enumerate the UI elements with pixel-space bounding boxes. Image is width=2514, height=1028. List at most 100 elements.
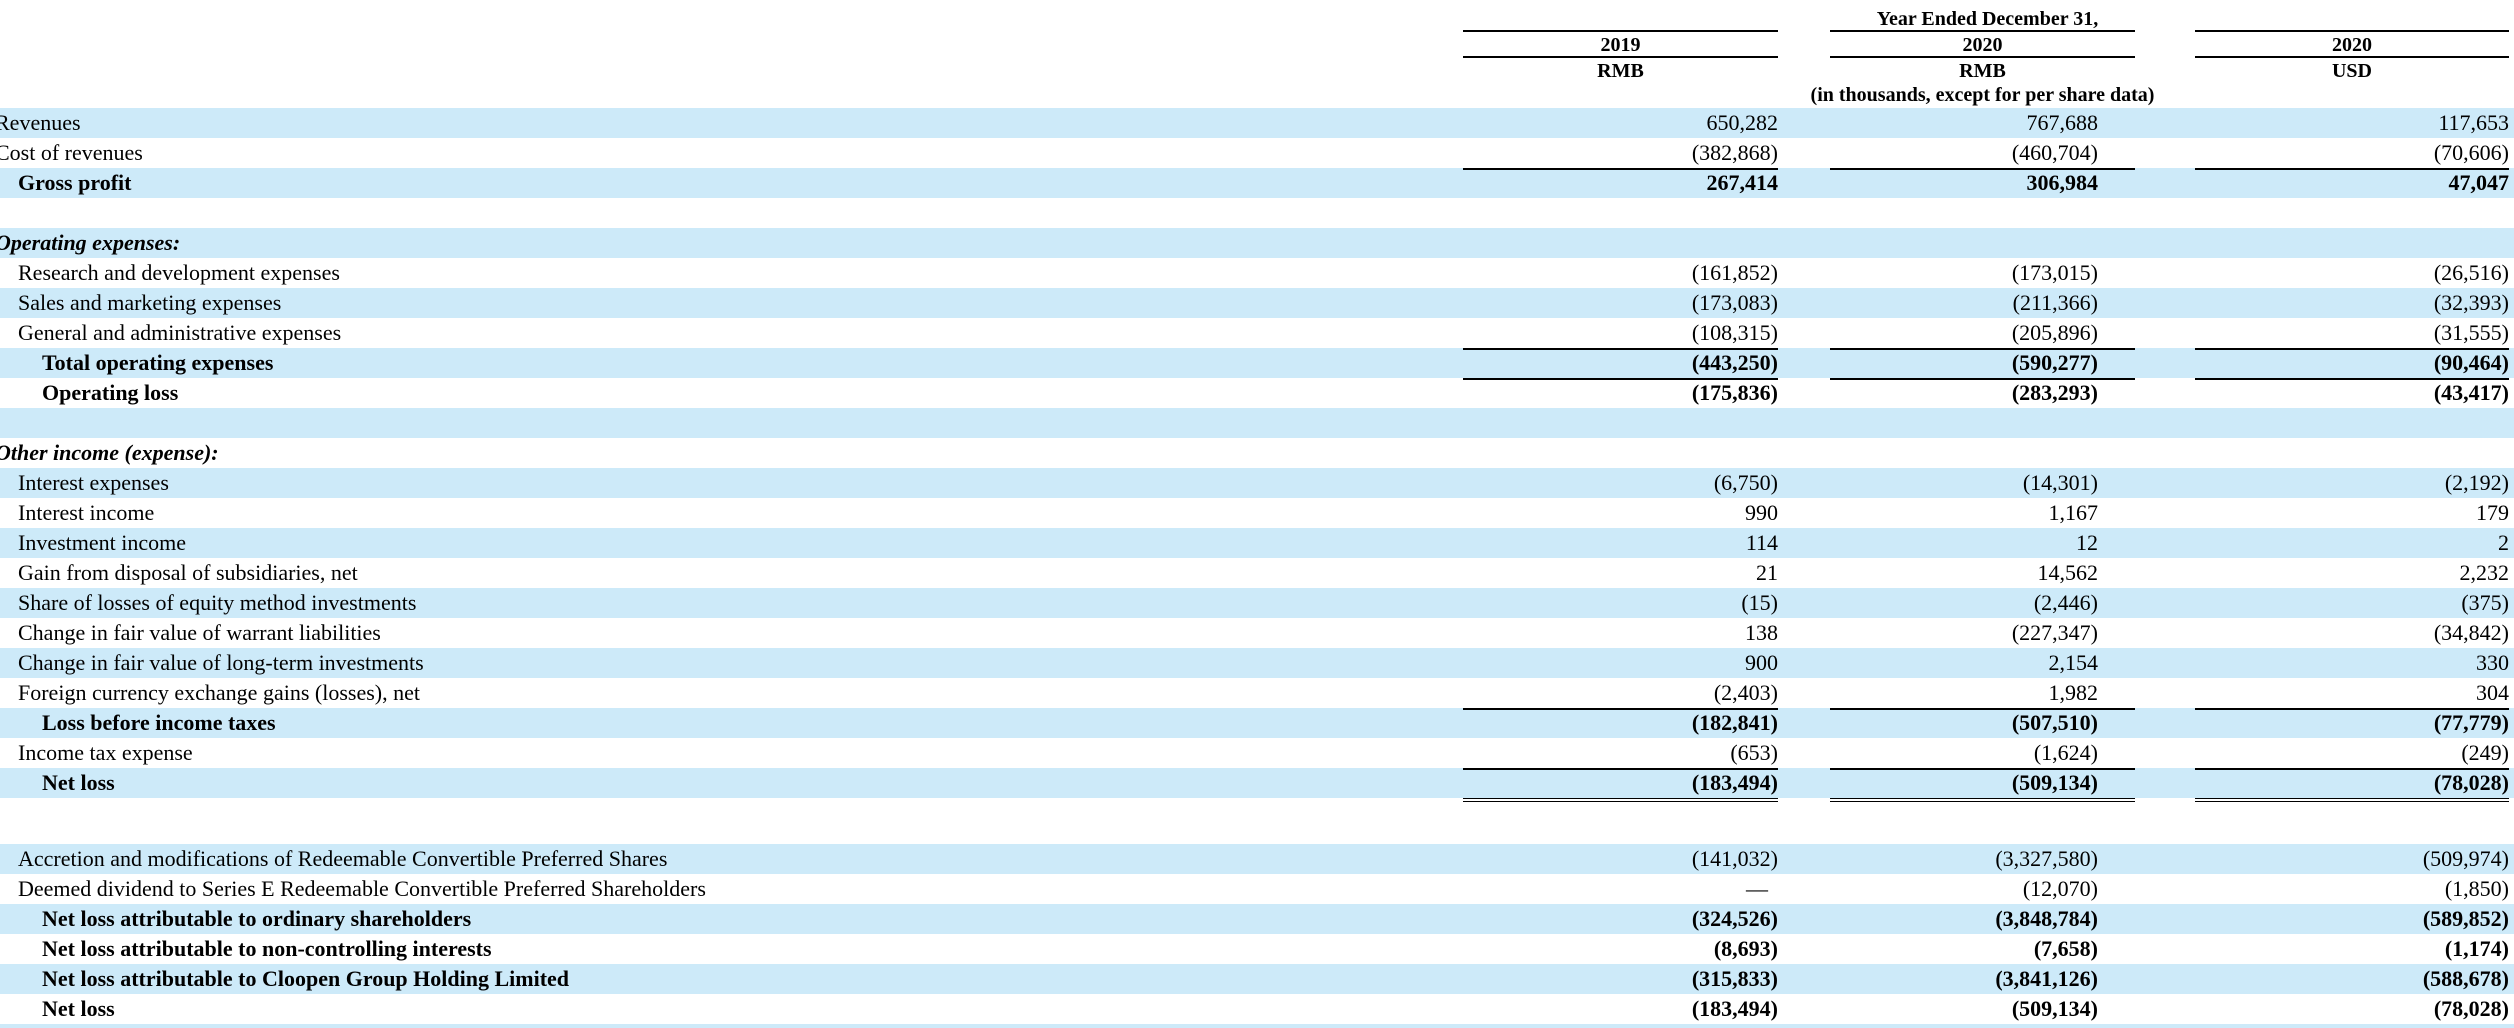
row-label: Net loss attributable to ordinary shareh… bbox=[42, 906, 472, 931]
row-label: Change in fair value of long-term invest… bbox=[18, 650, 424, 675]
value-2019-rmb: (324,526) bbox=[1691, 906, 1778, 931]
row-label: Accretion and modifications of Redeemabl… bbox=[18, 846, 668, 871]
value-2019-rmb: (173,083) bbox=[1691, 290, 1778, 315]
row-label: Net loss attributable to Cloopen Group H… bbox=[42, 966, 570, 991]
value-2020-rmb: (7,658) bbox=[2033, 936, 2098, 961]
value-2019-rmb: 138 bbox=[1745, 620, 1778, 645]
subtotal-rule bbox=[1830, 768, 2135, 770]
value-2020-usd: (90,464) bbox=[2433, 350, 2509, 375]
spacer-row bbox=[0, 1024, 2514, 1028]
row-label: Cost of revenues bbox=[0, 140, 143, 165]
value-2020-rmb: 12 bbox=[2076, 530, 2098, 555]
row-label: Gain from disposal of subsidiaries, net bbox=[18, 560, 358, 585]
value-2020-usd: (2,192) bbox=[2444, 470, 2509, 495]
row-gross-profit: Gross profit 267,414 306,984 47,047 bbox=[0, 168, 2514, 198]
value-2019-rmb: (161,852) bbox=[1691, 260, 1778, 285]
subtotal-rule bbox=[1830, 378, 2135, 380]
value-2020-rmb: 1,982 bbox=[2048, 680, 2099, 705]
value-2020-usd: (70,606) bbox=[2433, 140, 2509, 165]
value-2019-rmb: (15) bbox=[1741, 590, 1778, 615]
spacer-row bbox=[0, 806, 2514, 844]
row-interest-income: Interest income 990 1,167 179 bbox=[0, 498, 2514, 528]
row-label: Foreign currency exchange gains (losses)… bbox=[18, 680, 420, 705]
row-label: Research and development expenses bbox=[18, 260, 340, 285]
row-label: General and administrative expenses bbox=[18, 320, 342, 345]
subtotal-rule bbox=[2195, 348, 2509, 350]
section-heading: Other income (expense): bbox=[0, 440, 219, 465]
subtotal-rule bbox=[2195, 708, 2509, 710]
spacer-row bbox=[0, 408, 2514, 438]
row-net-loss-ordinary: Net loss attributable to ordinary shareh… bbox=[0, 904, 2514, 934]
year-rule-col3 bbox=[2195, 56, 2509, 58]
value-2020-rmb: (173,015) bbox=[2011, 260, 2098, 285]
row-label: Sales and marketing expenses bbox=[18, 290, 282, 315]
row-net-loss-final: Net loss (183,494) (509,134) (78,028) bbox=[0, 994, 2514, 1024]
value-2020-usd: (31,555) bbox=[2433, 320, 2509, 345]
value-2020-rmb: (1,624) bbox=[2033, 740, 2098, 765]
value-2019-rmb: 267,414 bbox=[1706, 170, 1779, 195]
value-2020-usd: (1,174) bbox=[2444, 936, 2509, 961]
value-2019-rmb: (183,494) bbox=[1691, 770, 1778, 795]
row-label: Interest income bbox=[18, 500, 155, 525]
row-label: Gross profit bbox=[18, 170, 132, 195]
row-label: Net loss bbox=[42, 770, 115, 795]
total-double-rule bbox=[2195, 798, 2509, 804]
row-accretion-preferred: Accretion and modifications of Redeemabl… bbox=[0, 844, 2514, 874]
subtotal-rule bbox=[1830, 708, 2135, 710]
value-2020-rmb: (2,446) bbox=[2033, 590, 2098, 615]
row-label: Change in fair value of warrant liabilit… bbox=[18, 620, 381, 645]
value-2019-rmb: (182,841) bbox=[1691, 710, 1778, 735]
value-2020-usd: 2,232 bbox=[2459, 560, 2510, 585]
row-interest-expenses: Interest expenses (6,750) (14,301) (2,19… bbox=[0, 468, 2514, 498]
col3-currency: USD bbox=[2331, 60, 2372, 82]
value-2020-usd: 117,653 bbox=[2438, 110, 2509, 135]
value-2019-rmb: (6,750) bbox=[1713, 470, 1778, 495]
subtotal-rule bbox=[2195, 768, 2509, 770]
col2-year: 2020 bbox=[1962, 34, 2003, 56]
value-2020-rmb: (14,301) bbox=[2022, 470, 2098, 495]
value-2019-rmb: — bbox=[1746, 876, 1768, 901]
row-sales-marketing: Sales and marketing expenses (173,083) (… bbox=[0, 288, 2514, 318]
subtotal-rule bbox=[1463, 168, 1778, 170]
value-2019-rmb: (653) bbox=[1730, 740, 1778, 765]
row-label: Deemed dividend to Series E Redeemable C… bbox=[18, 876, 706, 901]
value-2020-rmb: (211,366) bbox=[2012, 290, 2098, 315]
value-2019-rmb: (315,833) bbox=[1691, 966, 1778, 991]
row-label: Revenues bbox=[0, 110, 81, 135]
col3-year: 2020 bbox=[2332, 34, 2372, 56]
row-net-loss: Net loss (183,494) (509,134) (78,028) bbox=[0, 768, 2514, 798]
value-2020-usd: (26,516) bbox=[2433, 260, 2509, 285]
row-label: Net loss bbox=[42, 996, 115, 1021]
subtotal-rule bbox=[2195, 168, 2509, 170]
value-2019-rmb: 21 bbox=[1756, 560, 1778, 585]
section-heading: Operating expenses: bbox=[0, 230, 181, 255]
value-2020-usd: (509,974) bbox=[2422, 846, 2509, 871]
row-gain-disposal: Gain from disposal of subsidiaries, net … bbox=[0, 558, 2514, 588]
value-2019-rmb: (443,250) bbox=[1691, 350, 1778, 375]
units-note: (in thousands, except for per share data… bbox=[1810, 84, 2155, 106]
value-2020-usd: (249) bbox=[2461, 740, 2509, 765]
value-2020-rmb: 2,154 bbox=[2048, 650, 2099, 675]
row-income-tax: Income tax expense (653) (1,624) (249) bbox=[0, 738, 2514, 768]
row-fx-gains: Foreign currency exchange gains (losses)… bbox=[0, 678, 2514, 708]
value-2020-usd: (589,852) bbox=[2422, 906, 2509, 931]
value-2020-usd: 330 bbox=[2476, 650, 2509, 675]
value-2020-usd: (375) bbox=[2461, 590, 2509, 615]
year-rule-col1 bbox=[1463, 56, 1778, 58]
value-2020-usd: (32,393) bbox=[2433, 290, 2509, 315]
row-long-term-investments: Change in fair value of long-term invest… bbox=[0, 648, 2514, 678]
value-2019-rmb: 990 bbox=[1745, 500, 1778, 525]
subtotal-rule bbox=[1463, 378, 1778, 380]
header-rule-col1 bbox=[1463, 30, 1778, 32]
period-header: Year Ended December 31, bbox=[1876, 8, 2099, 30]
value-2020-usd: (34,842) bbox=[2433, 620, 2509, 645]
value-2020-usd: (43,417) bbox=[2433, 380, 2509, 405]
section-other-income: Other income (expense): bbox=[0, 438, 2514, 468]
row-investment-income: Investment income 114 12 2 bbox=[0, 528, 2514, 558]
col1-year: 2019 bbox=[1600, 34, 1641, 56]
value-2020-rmb: (590,277) bbox=[2011, 350, 2098, 375]
value-2020-rmb: (3,841,126) bbox=[1995, 966, 2098, 991]
value-2019-rmb: (183,494) bbox=[1691, 996, 1778, 1021]
row-general-admin: General and administrative expenses (108… bbox=[0, 318, 2514, 348]
